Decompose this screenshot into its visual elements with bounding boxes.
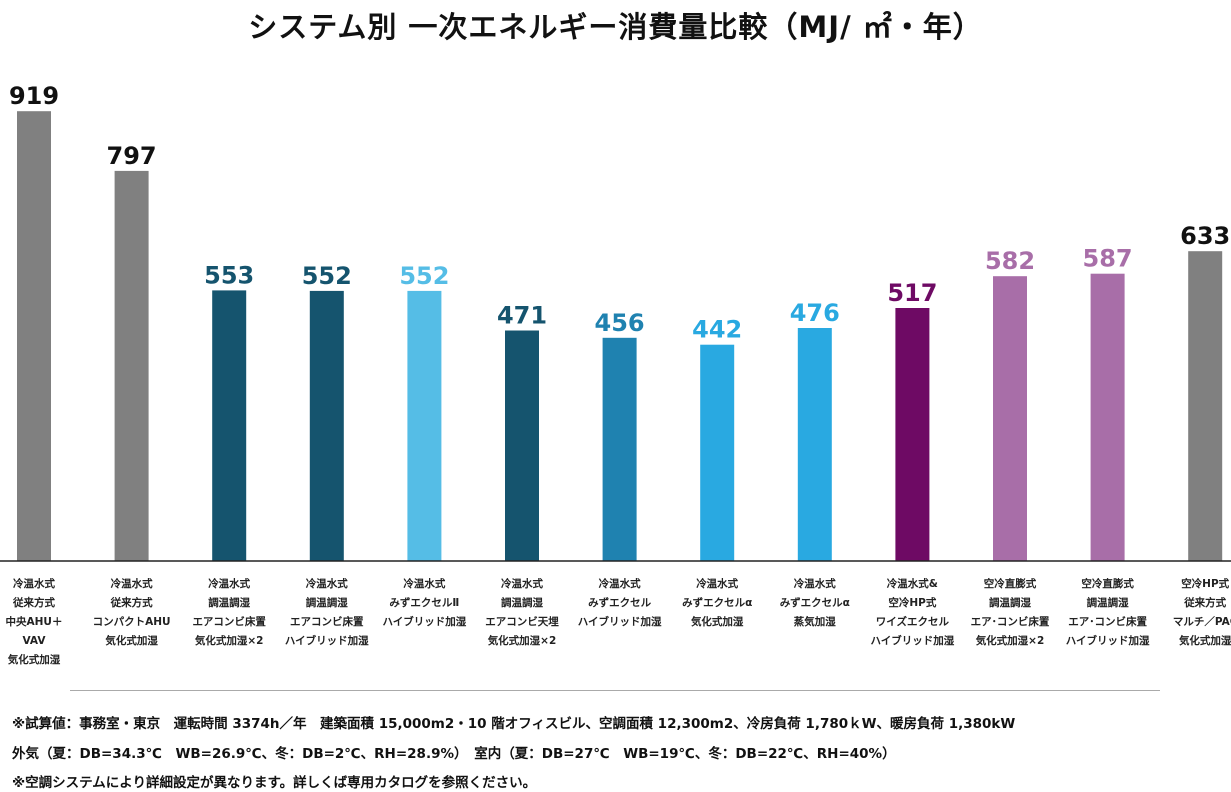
category-label-line: ハイブリッド加湿 (577, 616, 662, 628)
value-label-2: 553 (204, 261, 254, 289)
category-label-line: みずエクセルα (779, 597, 850, 609)
category-label-2: 冷温水式調温調湿エアコンビ床置 気化式加湿×2 (179, 575, 279, 651)
category-label-10: 空冷直膨式調温調湿エア･コンビ床置 気化式加湿×2 (960, 575, 1060, 651)
category-label-line: 空冷直膨式 (1081, 578, 1134, 590)
category-label-line: 冷温水式 (13, 578, 55, 590)
bar-0 (17, 111, 51, 561)
category-label-7: 冷温水式みずエクセルα 気化式加湿 (667, 575, 767, 632)
category-label-11: 空冷直膨式調温調湿エア･コンビ床置 ハイブリッド加湿 (1058, 575, 1158, 651)
category-label-line: みずエクセルα (682, 597, 753, 609)
value-label-0: 919 (9, 82, 59, 110)
category-label-line: 冷温水式& (886, 578, 938, 590)
notes-divider (70, 690, 1160, 691)
category-label-line: エアコンビ床置 (290, 616, 364, 628)
category-label-line: 冷温水式 (501, 578, 543, 590)
category-label-8: 冷温水式みずエクセルα 蒸気加湿 (765, 575, 865, 632)
bar-12 (1188, 251, 1223, 561)
category-label-line: 蒸気加湿 (793, 616, 836, 628)
category-label-line: エアコンビ天埋 (485, 616, 559, 628)
category-label-line: エア･コンビ床置 (970, 616, 1050, 628)
category-label-line: 調温調湿 (989, 597, 1031, 609)
category-label-line: ハイブリッド加湿 (284, 635, 369, 647)
category-label-line: 気化式加湿×2 (487, 635, 557, 647)
value-label-5: 471 (497, 302, 547, 330)
value-label-12: 633 (1180, 222, 1230, 250)
category-label-5: 冷温水式調温調湿エアコンビ天埋 気化式加湿×2 (472, 575, 572, 651)
category-label-line: VAV (22, 635, 46, 647)
category-label-4: 冷温水式みずエクセルⅡ ハイブリッド加湿 (374, 575, 474, 632)
bar-7 (700, 344, 735, 561)
category-label-line: 冷温水式 (598, 578, 641, 590)
category-label-line: 気化式加湿×2 (194, 635, 264, 647)
category-label-line: ハイブリッド加湿 (382, 616, 467, 628)
value-label-3: 552 (302, 262, 352, 290)
value-label-1: 797 (107, 142, 157, 170)
category-label-line: 調温調湿 (501, 597, 543, 609)
category-label-line: 気化式加湿×2 (975, 635, 1045, 647)
bar-11 (1090, 273, 1125, 561)
category-label-1: 冷温水式従来方式コンパクトAHU 気化式加湿 (82, 575, 182, 651)
bar-9 (895, 308, 930, 561)
category-label-line: 調温調湿 (1086, 597, 1129, 609)
note-air-conditions: 外気（夏：DB=34.3℃ WB=26.9℃、冬：DB=2℃、RH=28.9%）… (12, 746, 896, 762)
value-label-8: 476 (790, 299, 840, 327)
note-conditions: ※試算値：事務室・東京 運転時間 3374h／年 建築面積 15,000m2・1… (12, 716, 1016, 732)
category-label-line: 調温調湿 (208, 597, 251, 609)
category-label-line: エア･コンビ床置 (1068, 616, 1147, 628)
bar-5 (505, 330, 539, 561)
category-label-line: みずエクセルⅡ (389, 597, 460, 609)
category-label-line: 冷温水式 (208, 578, 251, 590)
value-label-9: 517 (887, 279, 937, 307)
category-label-line: 冷温水式 (305, 578, 348, 590)
category-label-line: みずエクセル (588, 597, 652, 609)
value-label-10: 582 (985, 247, 1035, 275)
category-label-line: マルチ／PAC (1172, 616, 1231, 628)
value-label-11: 587 (1083, 245, 1133, 273)
category-label-line: 冷温水式 (110, 578, 153, 590)
category-label-line: 従来方式 (110, 597, 153, 609)
category-label-line: 冷温水式 (696, 578, 739, 590)
value-label-4: 552 (399, 262, 449, 290)
category-label-line: 中央AHU＋ (5, 616, 63, 628)
category-label-line: 気化式加湿 (690, 616, 744, 628)
category-label-line: 空冷直膨式 (983, 578, 1037, 590)
bar-3 (309, 290, 344, 561)
category-label-line: 従来方式 (1184, 597, 1227, 609)
category-label-line: ハイブリッド加湿 (870, 635, 955, 647)
category-label-line: 調温調湿 (305, 597, 348, 609)
bar-1 (114, 170, 149, 561)
bar-6 (602, 337, 637, 561)
category-label-line: ハイブリッド加湿 (1065, 635, 1150, 647)
category-label-line: 空冷HP式 (888, 597, 937, 609)
value-label-6: 456 (595, 309, 645, 337)
category-label-line: 空冷HP式 (1181, 578, 1230, 590)
category-label-line: 従来方式 (13, 597, 55, 609)
chart-title: システム別 一次エネルギー消費量比較（MJ/ ㎡・年） (248, 10, 983, 44)
category-label-line: 気化式加湿 (1178, 635, 1231, 647)
note-disclaimer: ※空調システムにより詳細設定が異なります。詳しくば専用カタログを参照ください。 (12, 775, 537, 791)
category-label-line: 冷温水式 (403, 578, 446, 590)
category-label-line: エアコンビ床置 (192, 616, 266, 628)
category-label-6: 冷温水式みずエクセル ハイブリッド加湿 (570, 575, 670, 632)
category-label-line: 気化式加湿 (105, 635, 158, 647)
value-label-7: 442 (692, 316, 742, 344)
category-label-line: ワイズエクセル (875, 616, 949, 628)
category-label-line: 冷温水式 (793, 578, 836, 590)
bar-10 (993, 276, 1027, 561)
category-label-0: 冷温水式従来方式中央AHU＋ VAV 気化式加湿 (0, 575, 84, 670)
bar-4 (407, 290, 442, 561)
category-label-line: 気化式加湿 (7, 654, 61, 666)
category-label-line: コンパクトAHU (92, 616, 171, 628)
bar-8 (797, 328, 832, 561)
category-label-3: 冷温水式調温調湿エアコンビ床置 ハイブリッド加湿 (277, 575, 377, 651)
category-label-9: 冷温水式& 空冷HP式ワイズエクセル ハイブリッド加湿 (862, 575, 962, 651)
bar-2 (212, 290, 247, 561)
bar-chart: 919 797 553 552 552 471 456 442 476 517 582 587 633 (0, 82, 1231, 562)
